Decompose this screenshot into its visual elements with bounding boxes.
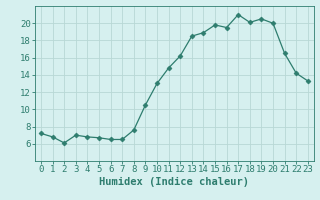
X-axis label: Humidex (Indice chaleur): Humidex (Indice chaleur) — [100, 177, 249, 187]
